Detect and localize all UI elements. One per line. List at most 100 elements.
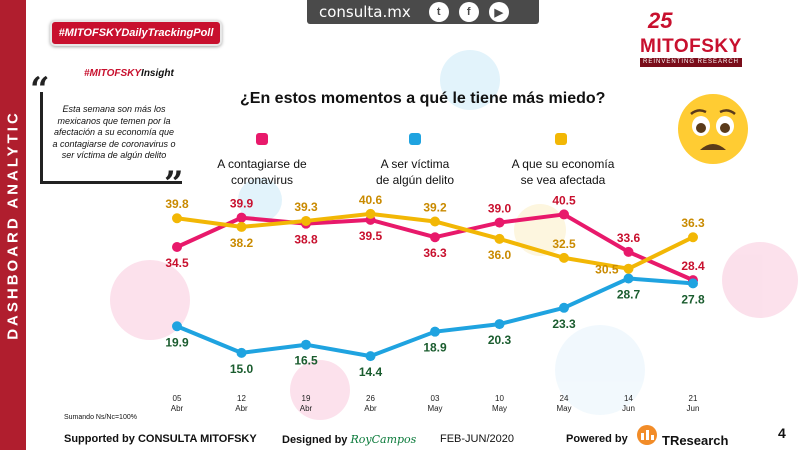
logo-name: MITOFSKY — [640, 36, 742, 57]
x-tick-month-5: May — [492, 404, 507, 413]
x-tick-month-8: Jun — [687, 404, 700, 413]
data-label-1-2: 16.5 — [294, 354, 318, 368]
data-label-2-8: 36.3 — [681, 216, 705, 230]
data-label-0-5: 39.0 — [488, 202, 512, 216]
legend-economia-line2: se vea afectada — [520, 173, 606, 187]
data-label-2-1: 38.2 — [230, 236, 254, 250]
data-point-1-1 — [236, 347, 247, 358]
data-label-2-3: 40.6 — [359, 193, 383, 207]
legend-swatch-delito — [409, 133, 421, 145]
tresearch-logo-icon — [637, 425, 657, 445]
page-number: 4 — [778, 425, 786, 441]
legend-swatch-economia — [555, 133, 567, 145]
data-point-0-6 — [559, 209, 569, 220]
open-quote-icon: “ — [30, 70, 50, 110]
data-label-2-2: 39.3 — [294, 200, 318, 214]
x-tick-month-4: May — [427, 404, 442, 413]
legend-contagio: A contagiarse de coronavirus — [187, 156, 337, 188]
x-tick-day-6: 24 — [560, 394, 569, 403]
legend-delito: A ser víctima de algún delito — [340, 156, 490, 188]
data-point-2-6 — [559, 252, 569, 263]
insight-box — [40, 92, 182, 184]
data-label-0-3: 39.5 — [359, 229, 383, 243]
x-tick-day-0: 05 — [173, 394, 182, 403]
data-point-2-3 — [365, 208, 376, 219]
x-tick-month-3: Abr — [364, 404, 377, 413]
data-label-1-8: 27.8 — [681, 292, 705, 306]
legend-delito-line2: de algún delito — [375, 173, 455, 187]
data-label-0-4: 36.3 — [423, 246, 447, 260]
data-point-1-4 — [430, 326, 440, 337]
data-label-0-1: 39.9 — [230, 197, 254, 211]
legend-contagio-line2: coronavirus — [230, 173, 294, 187]
x-tick-month-1: Abr — [235, 404, 248, 413]
chart-title: ¿En estos momentos a qué le tiene más mi… — [240, 90, 606, 107]
data-label-1-7: 28.7 — [617, 287, 641, 301]
data-label-0-2: 38.8 — [294, 233, 318, 247]
facebook-icon[interactable]: f — [458, 2, 479, 22]
data-label-2-0: 39.8 — [165, 197, 189, 211]
x-tick-day-1: 12 — [237, 394, 246, 403]
data-label-1-3: 14.4 — [359, 365, 383, 379]
data-point-1-6 — [559, 302, 569, 313]
sidebar-band: DASHBOARD ANALYTIC — [0, 0, 26, 450]
data-label-2-7: 30.5 — [595, 263, 619, 277]
insight-word: Insight — [141, 68, 174, 79]
tracking-poll-badge: #MITOFSKYDailyTrackingPoll — [50, 20, 222, 46]
top-bar: consulta.mx t f ▶ — [307, 0, 539, 24]
x-tick-month-6: May — [556, 404, 571, 413]
legend-economia-line1: A que su economía — [511, 157, 615, 171]
x-tick-day-8: 21 — [689, 394, 698, 403]
data-point-2-2 — [301, 215, 311, 226]
data-point-2-4 — [430, 216, 440, 227]
legend-economia: A que su economía se vea afectada — [488, 156, 638, 188]
x-tick-day-3: 26 — [366, 394, 375, 403]
insight-text: Esta semana son más los mexicanos que te… — [52, 104, 176, 160]
tresearch-brand: TResearch — [662, 433, 729, 448]
insight-hash: #MITOFSKY — [84, 68, 142, 79]
legend-contagio-line1: A contagiarse de — [217, 157, 307, 171]
legend-swatch-contagio — [256, 133, 268, 145]
mitofsky-logo: 25 MITOFSKY REINVENTING RESEARCH — [638, 6, 746, 68]
supported-by: Supported by CONSULTA MITOFSKY — [64, 433, 257, 445]
data-point-1-5 — [494, 319, 505, 330]
data-label-0-8: 28.4 — [681, 259, 705, 273]
designed-by: Designed by RoyCampos — [282, 433, 416, 446]
x-tick-month-2: Abr — [300, 404, 313, 413]
x-tick-day-7: 14 — [624, 394, 633, 403]
close-quote-icon: ” — [164, 164, 184, 204]
data-point-2-8 — [688, 232, 698, 243]
data-point-2-0 — [172, 213, 182, 224]
powered-by: Powered by — [566, 433, 628, 445]
worried-face-icon — [678, 94, 748, 164]
data-label-2-4: 39.2 — [423, 200, 447, 214]
data-point-0-1 — [236, 212, 247, 223]
data-point-1-8 — [688, 278, 698, 289]
data-point-0-0 — [172, 242, 182, 252]
data-label-2-6: 32.5 — [552, 237, 576, 251]
data-label-1-0: 19.9 — [165, 335, 189, 349]
footnote: Sumando Ns/Nc=100% — [64, 414, 137, 421]
data-label-0-0: 34.5 — [165, 256, 189, 270]
data-point-1-7 — [623, 273, 634, 284]
data-point-1-2 — [301, 339, 311, 350]
site-link[interactable]: consulta.mx — [319, 3, 411, 21]
data-label-0-6: 40.5 — [552, 193, 576, 207]
data-label-1-1: 15.0 — [230, 362, 254, 376]
x-tick-day-4: 03 — [431, 394, 440, 403]
data-label-2-5: 36.0 — [488, 248, 512, 262]
logo-number: 25 — [648, 8, 673, 33]
youtube-icon[interactable]: ▶ — [488, 2, 509, 22]
data-point-0-4 — [430, 232, 440, 243]
insight-tag: #MITOFSKYInsight — [84, 68, 174, 79]
data-point-1-0 — [172, 321, 182, 332]
logo-tagline: REINVENTING RESEARCH — [640, 58, 742, 67]
data-label-1-5: 20.3 — [488, 333, 512, 347]
data-label-1-6: 23.3 — [552, 317, 576, 331]
data-label-1-4: 18.9 — [423, 341, 447, 355]
twitter-icon[interactable]: t — [428, 2, 449, 22]
designer-name: RoyCampos — [350, 433, 417, 446]
legend-delito-line1: A ser víctima — [380, 157, 450, 171]
data-point-1-3 — [365, 351, 376, 362]
